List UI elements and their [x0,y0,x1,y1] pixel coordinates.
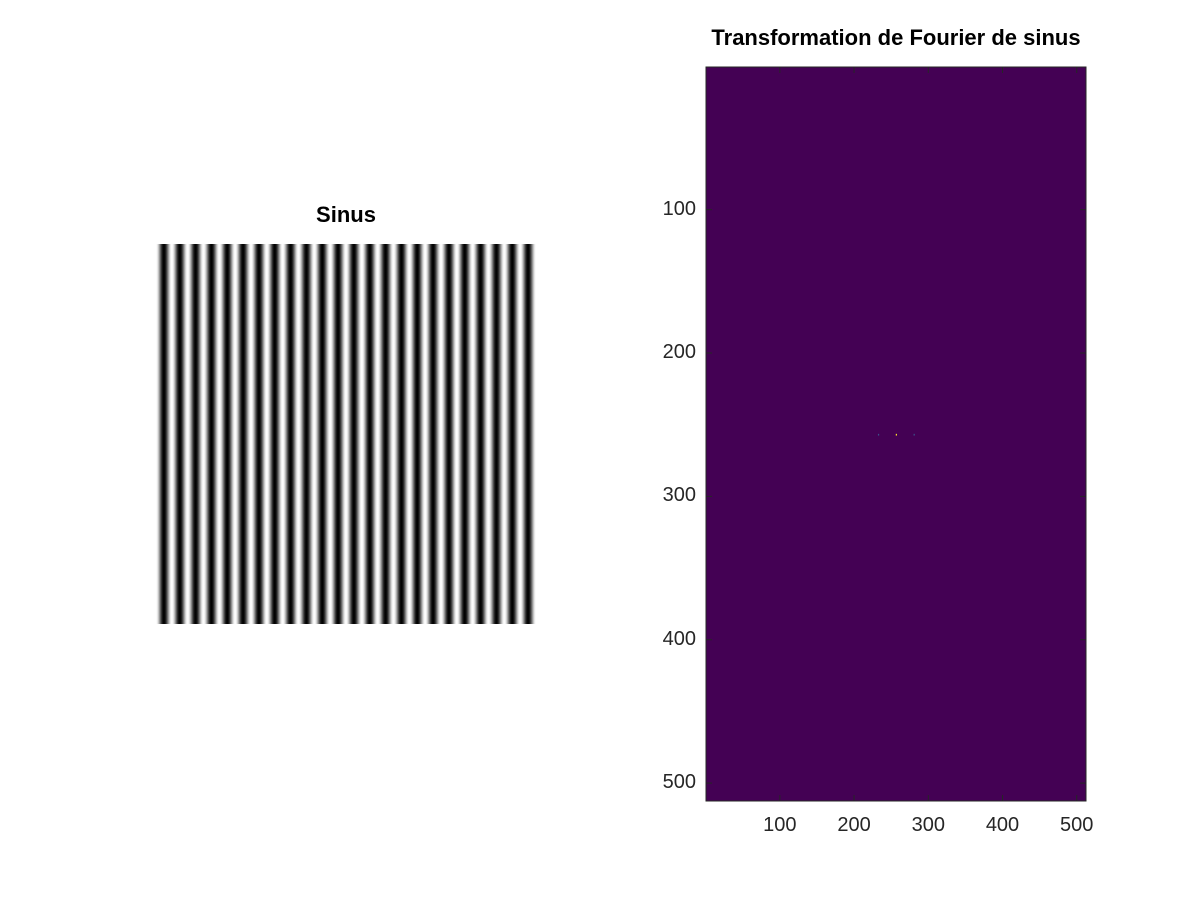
y-tick-label: 100 [662,197,696,220]
fourier-peak-0 [877,433,880,436]
x-tick-label: 300 [911,814,945,836]
y-tick-label: 400 [662,627,696,650]
sinus-title: Sinus [316,202,376,227]
fourier-title: Transformation de Fourier de sinus [711,25,1081,50]
fourier-peak-1 [895,433,897,436]
y-tick-label: 500 [662,771,696,794]
x-tick-label: 400 [985,814,1020,836]
fourier-image [705,66,1087,802]
sinus-image [156,244,536,624]
fourier-peak-2 [913,433,915,436]
x-tick-label: 200 [837,814,871,836]
y-tick-label: 300 [662,484,696,507]
x-tick-label: 500 [1060,814,1094,836]
x-tick-label: 100 [763,814,797,836]
y-tick-label: 200 [662,341,696,363]
